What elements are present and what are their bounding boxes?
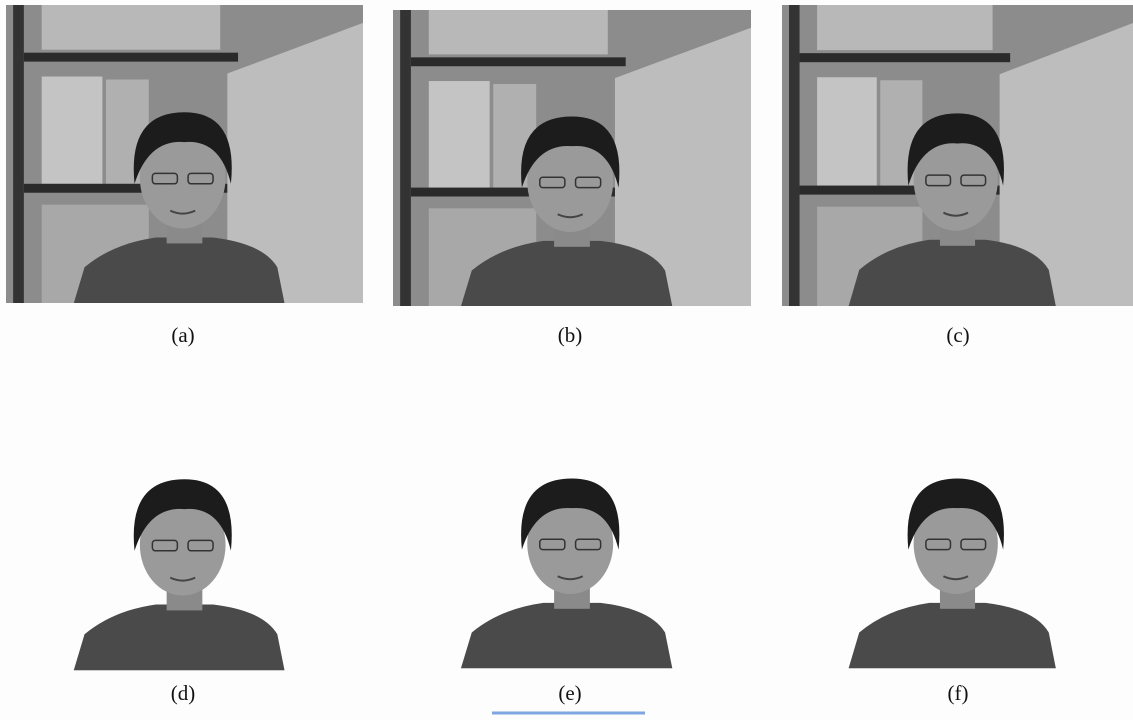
panel-label: (e): [558, 681, 581, 705]
boxes-top: [42, 5, 221, 50]
panel-label: (c): [946, 323, 969, 347]
panel-label: (d): [171, 681, 196, 705]
panel: (d): [74, 479, 285, 705]
panel: (c): [782, 5, 1133, 347]
boxes-top: [429, 10, 608, 54]
shelf-post: [789, 5, 800, 306]
panel: (e): [461, 479, 672, 705]
panel-label: (a): [171, 323, 194, 347]
page: {"panels": [{"label": "(a)"}, {"label": …: [0, 0, 1133, 715]
figure: (a) (b) (c) (d) (e) (f): [0, 0, 1133, 715]
panel-label: (f): [948, 681, 969, 705]
shelf: [800, 53, 1011, 62]
shelf: [24, 53, 238, 62]
shelf-post: [400, 10, 411, 306]
computer-case: [42, 77, 103, 184]
panel: (b): [393, 10, 751, 347]
shelf: [411, 57, 626, 66]
panel-label: (b): [558, 323, 583, 347]
computer-case: [817, 77, 877, 185]
panel: (a): [6, 5, 363, 347]
panel: (f): [849, 479, 1056, 705]
person-torso: [74, 604, 285, 670]
person-torso: [849, 603, 1056, 668]
person-torso: [461, 603, 672, 668]
computer-case: [429, 81, 490, 188]
boxes-top: [817, 5, 993, 50]
shelf-post: [13, 5, 24, 303]
